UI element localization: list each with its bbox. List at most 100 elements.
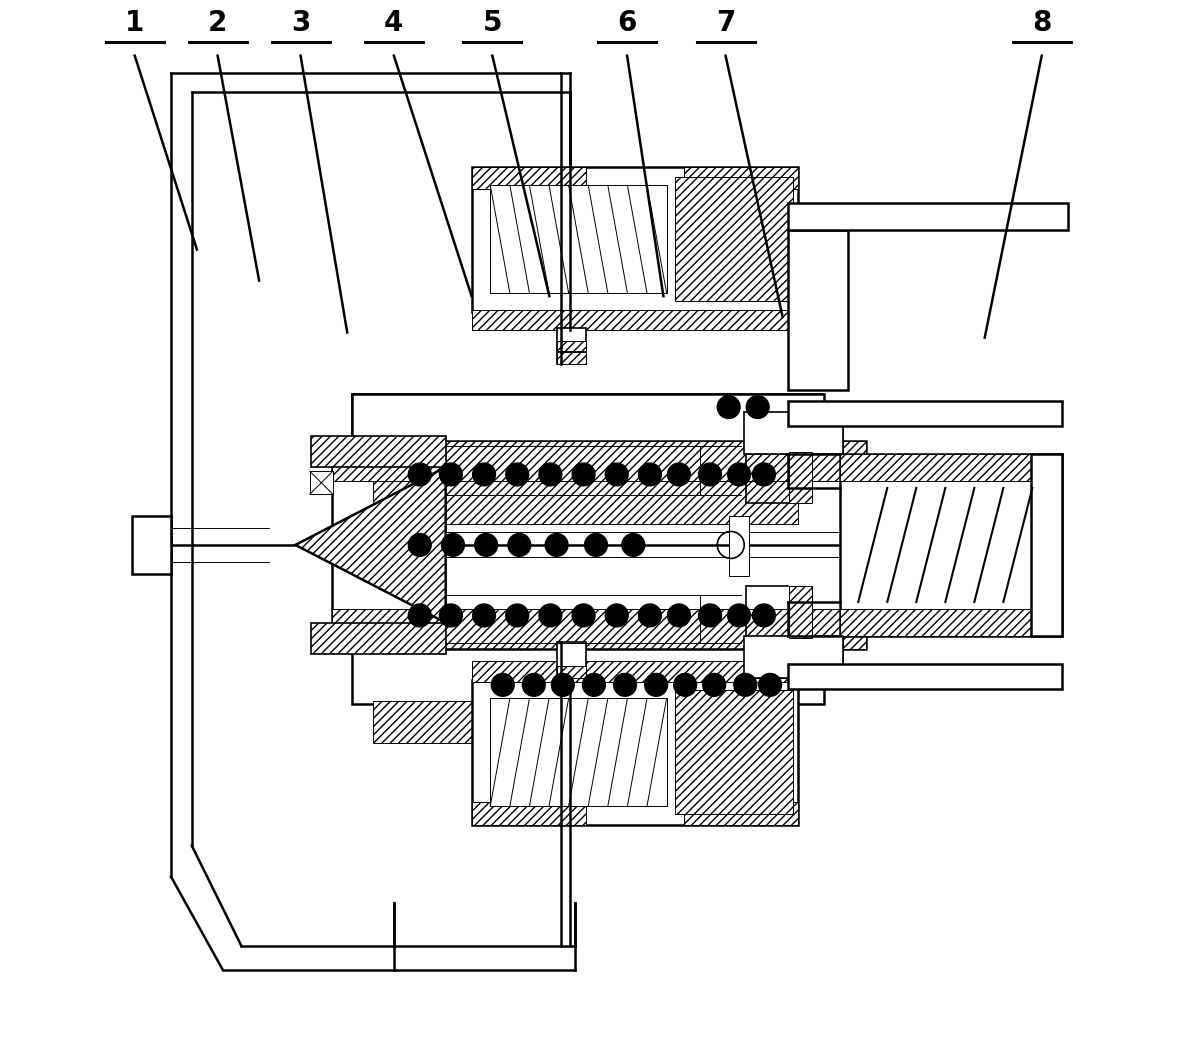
Circle shape	[505, 463, 528, 486]
Circle shape	[508, 534, 530, 556]
Circle shape	[759, 674, 782, 696]
Polygon shape	[296, 467, 446, 623]
Circle shape	[505, 604, 528, 627]
Circle shape	[622, 534, 645, 556]
Bar	[373, 446, 799, 490]
Circle shape	[727, 463, 751, 486]
Bar	[311, 623, 446, 654]
Circle shape	[539, 604, 561, 627]
Circle shape	[440, 463, 462, 486]
Circle shape	[639, 604, 662, 627]
Circle shape	[584, 534, 608, 556]
Bar	[675, 690, 793, 815]
Bar	[789, 586, 812, 638]
Bar	[789, 452, 812, 503]
Bar	[310, 471, 333, 494]
Bar	[331, 609, 865, 649]
Bar	[472, 661, 799, 682]
Circle shape	[727, 604, 751, 627]
Circle shape	[552, 674, 575, 696]
Circle shape	[539, 463, 561, 486]
Bar	[472, 166, 799, 311]
Text: 4: 4	[384, 9, 404, 37]
Circle shape	[606, 604, 628, 627]
Circle shape	[491, 674, 514, 696]
Circle shape	[409, 534, 432, 556]
Circle shape	[441, 534, 465, 556]
Bar	[557, 340, 585, 351]
Bar	[472, 166, 586, 189]
Bar	[684, 166, 799, 189]
Circle shape	[734, 674, 757, 696]
Circle shape	[572, 463, 595, 486]
Circle shape	[718, 395, 740, 418]
Bar	[373, 481, 799, 524]
Bar	[1031, 454, 1062, 636]
Text: 5: 5	[483, 9, 502, 37]
Circle shape	[474, 534, 497, 556]
Bar	[353, 649, 824, 704]
Circle shape	[409, 463, 432, 486]
Bar	[472, 309, 799, 330]
Circle shape	[440, 604, 462, 627]
Circle shape	[572, 604, 595, 627]
Bar	[353, 393, 824, 448]
Bar	[684, 802, 799, 825]
Bar	[788, 664, 1062, 689]
Circle shape	[673, 674, 696, 696]
Bar	[490, 699, 666, 807]
Bar	[472, 802, 586, 825]
Bar	[490, 185, 666, 293]
Bar	[788, 202, 1068, 229]
Circle shape	[606, 463, 628, 486]
Bar	[1031, 454, 1062, 636]
Circle shape	[668, 604, 690, 627]
Bar	[788, 229, 848, 390]
Bar	[728, 516, 750, 576]
Circle shape	[752, 463, 775, 486]
Bar	[353, 393, 824, 448]
Circle shape	[746, 395, 769, 418]
Circle shape	[699, 604, 721, 627]
Text: 8: 8	[1032, 9, 1051, 37]
Bar	[557, 666, 585, 678]
Circle shape	[645, 674, 668, 696]
Bar	[839, 609, 1053, 636]
Bar	[373, 702, 799, 743]
Bar	[557, 328, 585, 363]
Circle shape	[614, 674, 637, 696]
Circle shape	[522, 674, 545, 696]
Circle shape	[752, 604, 775, 627]
Circle shape	[703, 674, 726, 696]
Bar	[331, 441, 865, 649]
Bar	[744, 636, 843, 678]
Circle shape	[473, 463, 496, 486]
Bar	[675, 176, 793, 301]
Text: 1: 1	[125, 9, 144, 37]
Text: 6: 6	[617, 9, 637, 37]
Text: 7: 7	[716, 9, 735, 37]
Bar	[788, 664, 1062, 689]
Bar	[788, 229, 848, 390]
Circle shape	[639, 463, 662, 486]
Bar	[472, 680, 799, 825]
Bar	[331, 441, 865, 481]
Bar	[557, 643, 585, 678]
Bar	[131, 516, 170, 574]
Text: 3: 3	[291, 9, 310, 37]
Circle shape	[545, 534, 569, 556]
Bar	[744, 636, 843, 678]
Bar	[353, 649, 824, 704]
Text: 2: 2	[207, 9, 228, 37]
Bar	[311, 436, 446, 467]
Bar	[788, 401, 1062, 426]
Bar	[839, 454, 1053, 481]
Bar	[373, 446, 799, 490]
Circle shape	[473, 604, 496, 627]
Bar	[557, 352, 585, 363]
Circle shape	[699, 463, 721, 486]
Bar	[744, 412, 843, 454]
Circle shape	[409, 604, 432, 627]
Circle shape	[668, 463, 690, 486]
Bar	[788, 202, 1068, 229]
